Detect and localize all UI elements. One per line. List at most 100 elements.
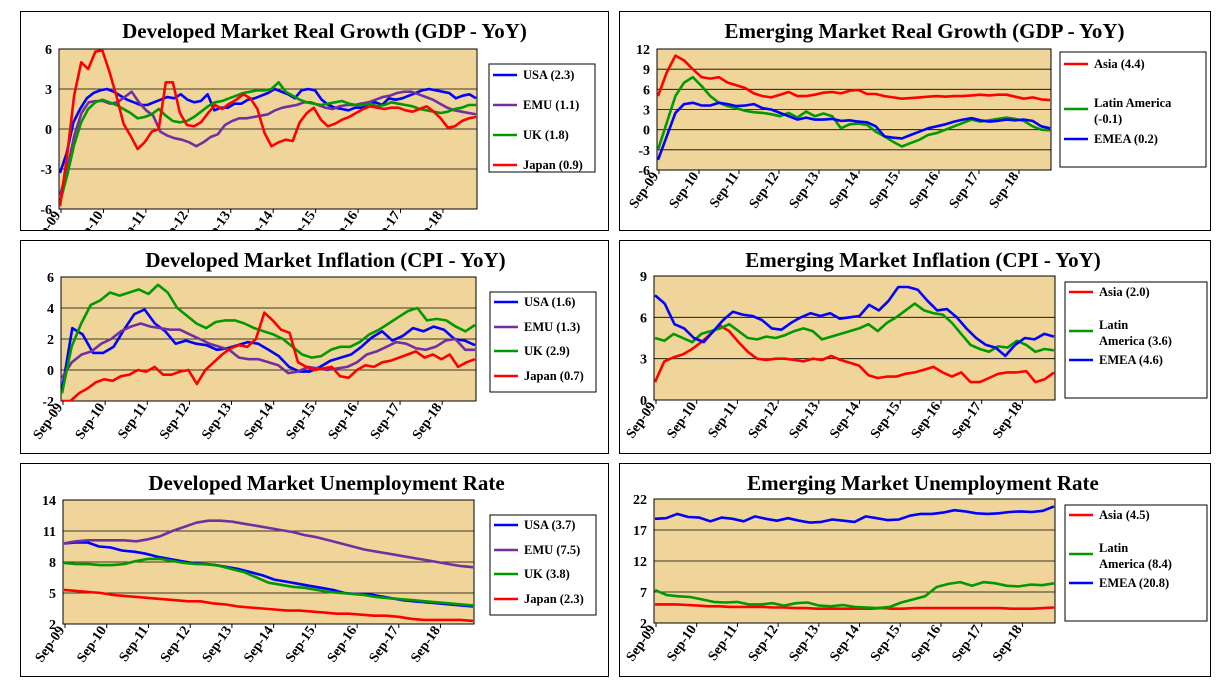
y-tick-label: -3 xyxy=(638,144,650,159)
developed-cpi-panel: Developed Market Inflation (CPI - YoY) -2… xyxy=(20,240,609,454)
chart-title: Developed Market Real Growth (GDP - YoY) xyxy=(122,19,527,43)
x-tick-label: Sep-14 xyxy=(241,401,276,443)
legend-label-2: EMEA (4.6) xyxy=(1099,353,1163,367)
legend-label-2: UK (3.8) xyxy=(524,567,570,581)
x-tick-label: Sep-14 xyxy=(241,624,276,666)
series-line-2 xyxy=(59,81,476,203)
y-tick-label: 4 xyxy=(47,302,54,317)
x-tick-label: Sep-12 xyxy=(747,170,782,212)
x-tick-label: Sep-14 xyxy=(827,400,862,442)
emerging-gdp-panel: Emerging Market Real Growth (GDP - YoY) -… xyxy=(619,11,1211,231)
y-tick-label: 2 xyxy=(49,618,56,633)
x-tick-label: Sep-10 xyxy=(73,401,108,443)
x-tick-label: Sep-11 xyxy=(115,401,150,442)
chart-svg: Developed Market Inflation (CPI - YoY) -2… xyxy=(31,248,597,443)
legend xyxy=(1064,281,1208,399)
series-line-0 xyxy=(59,87,477,174)
x-tick-label: Sep-09 xyxy=(624,623,659,665)
x-tick-label: Sep-14 xyxy=(241,209,276,230)
series-line-2 xyxy=(63,557,474,607)
x-tick-label: Sep-15 xyxy=(284,401,319,443)
series-line-3 xyxy=(62,311,476,401)
series-line-1 xyxy=(59,90,477,197)
x-tick-label: Sep-15 xyxy=(867,170,902,212)
x-tick-label: Sep-13 xyxy=(199,401,234,443)
x-tick-label: Sep-13 xyxy=(787,170,822,212)
x-tick-label: Sep-13 xyxy=(787,400,822,442)
chart-title: Emerging Market Real Growth (GDP - YoY) xyxy=(724,19,1124,43)
legend-label-1: EMU (7.5) xyxy=(524,543,580,557)
y-tick-label: -2 xyxy=(42,395,54,410)
x-tick-label: Sep-10 xyxy=(75,624,110,666)
x-tick-label: Sep-09 xyxy=(627,170,662,212)
x-tick-label: Sep-11 xyxy=(706,400,741,441)
chart-svg: Emerging Market Inflation (CPI - YoY) 0 3 6… xyxy=(624,248,1208,442)
x-tick-label: Sep-18 xyxy=(987,170,1022,212)
x-tick-label: Sep-14 xyxy=(827,623,862,665)
y-tick-label: 9 xyxy=(643,63,650,78)
legend xyxy=(488,63,596,173)
chart-svg: Developed Market Real Growth (GDP - YoY)… xyxy=(29,19,596,230)
x-tick-label: Sep-17 xyxy=(949,623,984,665)
series-line-2 xyxy=(654,505,1055,524)
y-tick-label: 11 xyxy=(43,525,56,540)
x-tick-label: Sep-17 xyxy=(367,624,402,666)
legend-label-2: EMEA (0.2) xyxy=(1094,132,1158,146)
legend-label-0: USA (3.7) xyxy=(524,518,575,532)
chart-title: Emerging Market Inflation (CPI - YoY) xyxy=(745,248,1101,272)
legend-label-1: Latin America (-0.1) xyxy=(1094,96,1172,126)
legend-label-1: Latin America (3.6) xyxy=(1099,318,1172,348)
series-line-1 xyxy=(654,580,1055,610)
legend-label-2: EMEA (20.8) xyxy=(1099,576,1169,590)
x-tick-label: Sep-18 xyxy=(410,401,445,443)
legend-label-1: EMU (1.1) xyxy=(523,98,579,112)
y-tick-label: 2 xyxy=(640,617,647,632)
y-tick-label: -6 xyxy=(638,164,650,179)
legend-label-1: EMU (1.3) xyxy=(524,320,580,334)
developed-unemployment-panel: Developed Market Unemployment Rate 2 5 8 11 1… xyxy=(20,463,609,677)
x-tick-label: Sep-12 xyxy=(158,624,193,666)
y-tick-label: 6 xyxy=(45,43,52,58)
legend-label-3: Japan (0.9) xyxy=(523,158,583,172)
chart-title: Developed Market Inflation (CPI - YoY) xyxy=(145,248,505,272)
legend-label-2: UK (1.8) xyxy=(523,128,569,142)
y-tick-label: 6 xyxy=(47,271,54,286)
x-tick-label: Sep-17 xyxy=(949,400,984,442)
y-tick-label: 3 xyxy=(640,353,647,368)
x-tick-label: Sep-10 xyxy=(667,170,702,212)
legend-label-3: Japan (0.7) xyxy=(524,369,584,383)
y-tick-label: 0 xyxy=(643,124,650,139)
x-tick-label: Sep-17 xyxy=(947,170,982,212)
series-line-2 xyxy=(657,101,1051,161)
y-tick-label: 17 xyxy=(633,524,647,539)
developed-gdp-panel: Developed Market Real Growth (GDP - YoY)… xyxy=(20,11,609,231)
emerging-cpi-panel: Emerging Market Inflation (CPI - YoY) 0 3 6… xyxy=(619,240,1211,454)
y-tick-label: 3 xyxy=(45,83,52,98)
legend-label-2: UK (2.9) xyxy=(524,344,570,358)
x-tick-label: Sep-12 xyxy=(746,400,781,442)
y-tick-label: 12 xyxy=(633,555,647,570)
plot-area xyxy=(653,275,1056,401)
x-tick-label: Sep-11 xyxy=(114,209,149,230)
y-tick-label: 0 xyxy=(47,364,54,379)
chart-svg: Emerging Market Real Growth (GDP - YoY) -… xyxy=(627,19,1207,212)
x-tick-label: Sep-10 xyxy=(71,209,106,230)
legend-label-3: Japan (2.3) xyxy=(524,592,584,606)
x-tick-label: Sep-18 xyxy=(408,624,443,666)
y-tick-label: 2 xyxy=(47,333,54,348)
chart-svg: Developed Market Unemployment Rate 2 5 8 11 1… xyxy=(33,471,597,666)
chart-title: Developed Market Unemployment Rate xyxy=(148,471,504,495)
y-tick-label: 6 xyxy=(640,311,647,326)
x-tick-label: Sep-16 xyxy=(909,400,944,442)
y-tick-label: 8 xyxy=(49,556,56,571)
x-tick-label: Sep-12 xyxy=(156,209,191,230)
x-tick-label: Sep-16 xyxy=(326,209,361,230)
x-tick-label: Sep-15 xyxy=(868,400,903,442)
x-tick-label: Sep-11 xyxy=(706,623,741,664)
x-tick-label: Sep-09 xyxy=(31,401,66,443)
x-tick-label: Sep-16 xyxy=(907,170,942,212)
x-tick-label: Sep-15 xyxy=(868,623,903,665)
y-tick-label: 14 xyxy=(42,494,56,509)
series-line-0 xyxy=(657,54,1051,102)
x-tick-label: Sep-09 xyxy=(624,400,659,442)
